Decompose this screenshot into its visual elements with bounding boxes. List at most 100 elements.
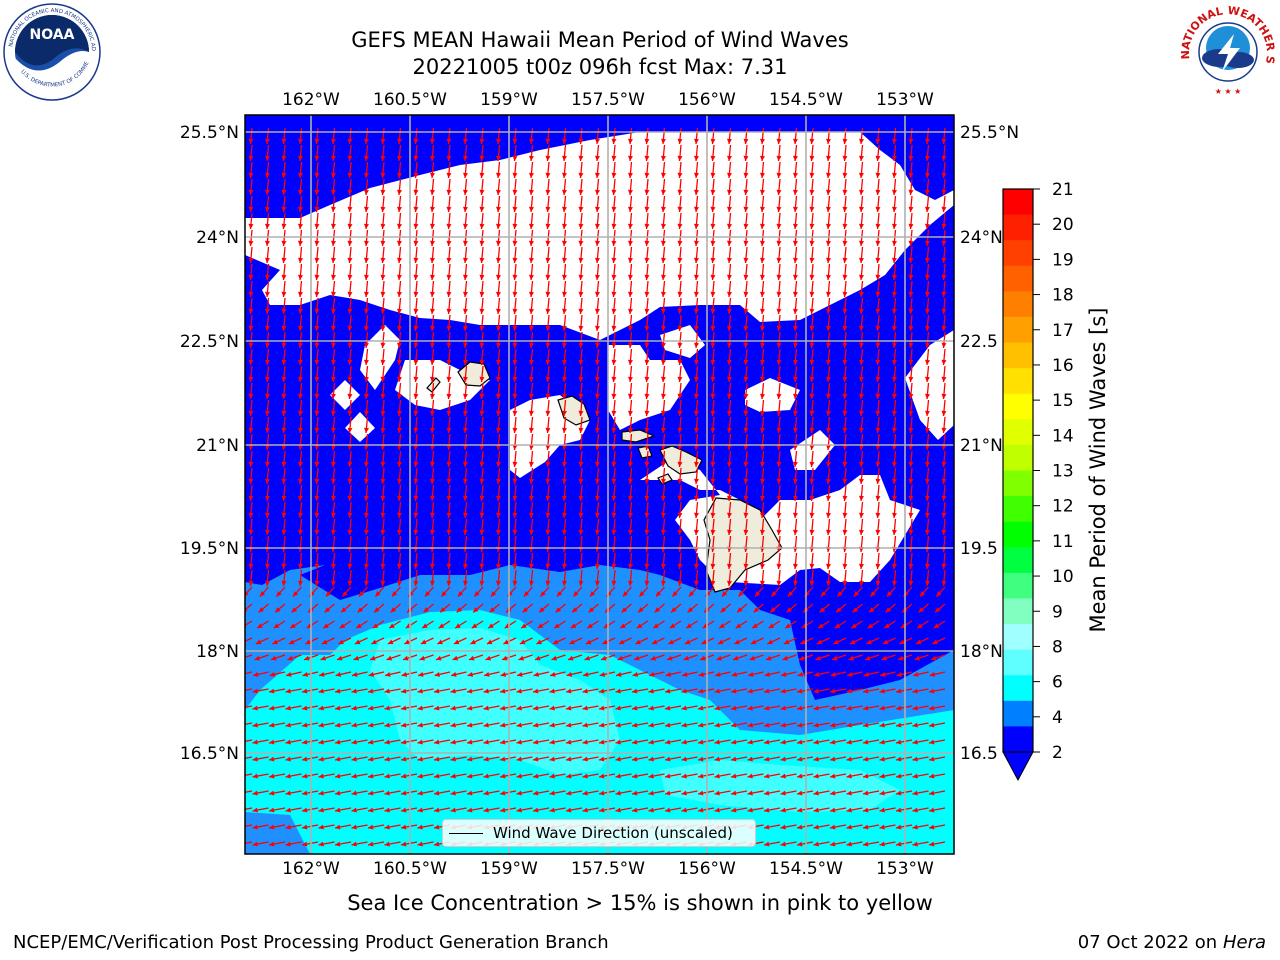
wind-wave-arrow-head: [701, 639, 707, 645]
wind-wave-arrow-head: [611, 240, 617, 246]
wind-wave-arrow-head: [500, 705, 506, 711]
wind-wave-arrow-head: [863, 773, 869, 779]
wind-wave-arrow: [245, 841, 253, 844]
wind-wave-arrow-head: [780, 807, 786, 813]
wind-wave-arrow-head: [528, 563, 534, 569]
wind-wave-arrow-head: [627, 376, 633, 382]
wind-wave-arrow-head: [462, 155, 468, 161]
wind-wave-arrow-head: [747, 790, 753, 796]
wind-wave-arrow-head: [941, 461, 947, 467]
wind-wave-arrow-head: [908, 257, 914, 263]
wind-wave-arrow-head: [347, 223, 353, 229]
wind-wave-arrow-head: [919, 591, 926, 597]
wind-wave-arrow-head: [578, 495, 584, 501]
wind-wave-arrow-head: [578, 257, 584, 263]
wind-wave-arrow-head: [842, 155, 848, 161]
wind-wave-arrow-head: [792, 308, 798, 314]
wind-wave-arrow-head: [941, 529, 947, 535]
wind-wave-arrow-head: [561, 580, 567, 586]
wind-wave-arrow-head: [384, 790, 390, 796]
wind-wave-arrow-head: [714, 688, 720, 694]
wind-wave-arrow-head: [281, 257, 287, 263]
wind-wave-arrow-head: [528, 291, 534, 297]
wind-wave-arrow-head: [601, 655, 607, 661]
lon-tick-bottom: 156°W: [678, 859, 736, 879]
wind-wave-arrow-head: [599, 688, 605, 694]
wind-wave-arrow-head: [500, 756, 506, 762]
wind-wave-arrow-head: [924, 376, 930, 382]
wind-wave-arrow-head: [561, 444, 567, 450]
lat-tick-left: 25.5°N: [180, 123, 239, 143]
wind-wave-arrow-head: [726, 410, 732, 416]
wind-wave-arrow-head: [896, 790, 902, 796]
wind-wave-arrow-head: [627, 206, 633, 212]
wind-wave-arrow-head: [776, 563, 782, 569]
wind-wave-arrow-head: [446, 189, 452, 195]
wind-wave-arrow-head: [929, 739, 935, 745]
wind-wave-arrow-head: [776, 512, 782, 518]
wind-wave-arrow-head: [417, 756, 423, 762]
wind-wave-arrow-head: [297, 206, 303, 212]
wind-wave-arrow-head: [681, 807, 687, 813]
wind-wave-arrow-head: [434, 807, 440, 813]
colorbar: [1003, 189, 1033, 753]
wind-wave-arrow-head: [384, 722, 390, 728]
wind-wave-arrow-head: [660, 444, 666, 450]
wind-wave-arrow-head: [512, 563, 518, 569]
wind-wave-arrow-head: [549, 722, 555, 728]
wind-wave-arrow-head: [611, 563, 617, 569]
wind-wave-arrow-head: [462, 189, 468, 195]
wind-wave-arrow-head: [891, 427, 897, 433]
wind-wave-arrow-head: [764, 739, 770, 745]
wind-wave-arrow-head: [297, 427, 303, 433]
wind-wave-arrow-head: [446, 359, 452, 365]
wind-wave-arrow-head: [665, 790, 671, 796]
wind-wave-arrow-head: [545, 427, 551, 433]
wind-wave-arrow-head: [842, 376, 848, 382]
wind-wave-arrow-head: [847, 671, 853, 677]
wind-wave-arrow-head: [512, 138, 518, 144]
wind-wave-arrow-head: [479, 172, 485, 178]
wind-wave-arrow-head: [368, 841, 374, 847]
wind-wave-arrow-head: [384, 773, 390, 779]
wind-wave-arrow-head: [891, 512, 897, 518]
lon-tick-top: 160.5°W: [373, 90, 447, 110]
wind-wave-arrow-head: [825, 529, 831, 535]
wind-wave-arrow-head: [302, 705, 308, 711]
wind-wave-arrow-head: [269, 722, 275, 728]
wind-wave-arrow-head: [875, 308, 881, 314]
wind-wave-arrow-head: [578, 308, 584, 314]
wind-wave-arrow-head: [908, 206, 914, 212]
wind-wave-arrow-head: [248, 512, 254, 518]
wind-wave-arrow-head: [413, 563, 419, 569]
wind-wave-arrow-head: [908, 308, 914, 314]
wind-wave-arrow-head: [363, 257, 369, 263]
wind-wave-arrow-head: [495, 308, 501, 314]
wind-wave-arrow-head: [615, 705, 621, 711]
wind-wave-arrow-head: [764, 671, 771, 677]
wind-wave-arrow-head: [297, 478, 303, 484]
wind-wave-arrow-head: [710, 155, 716, 161]
wind-wave-arrow-head: [809, 580, 815, 586]
wind-wave-arrow-head: [561, 495, 567, 501]
wind-wave-arrow-head: [869, 607, 875, 613]
wind-wave-arrow-head: [710, 291, 716, 297]
wind-wave-arrow-head: [710, 274, 716, 280]
wind-wave-arrow-head: [413, 257, 419, 263]
wind-wave-arrow-head: [846, 722, 852, 728]
colorbar-label: Mean Period of Wind Waves [s]: [1086, 307, 1110, 633]
wind-wave-arrow-head: [941, 393, 947, 399]
wind-wave-arrow-head: [644, 240, 650, 246]
wind-wave-arrow-head: [495, 359, 501, 365]
wind-wave-arrow-head: [528, 512, 534, 518]
wind-wave-arrow-head: [799, 655, 805, 661]
wind-wave-arrow-head: [578, 563, 584, 569]
wind-wave-arrow-head: [719, 623, 725, 629]
wind-wave-arrow-head: [941, 172, 947, 178]
wind-wave-arrow-head: [825, 563, 831, 569]
wind-wave-arrow-head: [368, 773, 374, 779]
wind-wave-arrow-head: [446, 206, 452, 212]
wind-wave-arrow-head: [797, 705, 803, 711]
wind-wave-arrow-head: [594, 342, 600, 348]
wind-wave-arrow-head: [681, 722, 687, 728]
